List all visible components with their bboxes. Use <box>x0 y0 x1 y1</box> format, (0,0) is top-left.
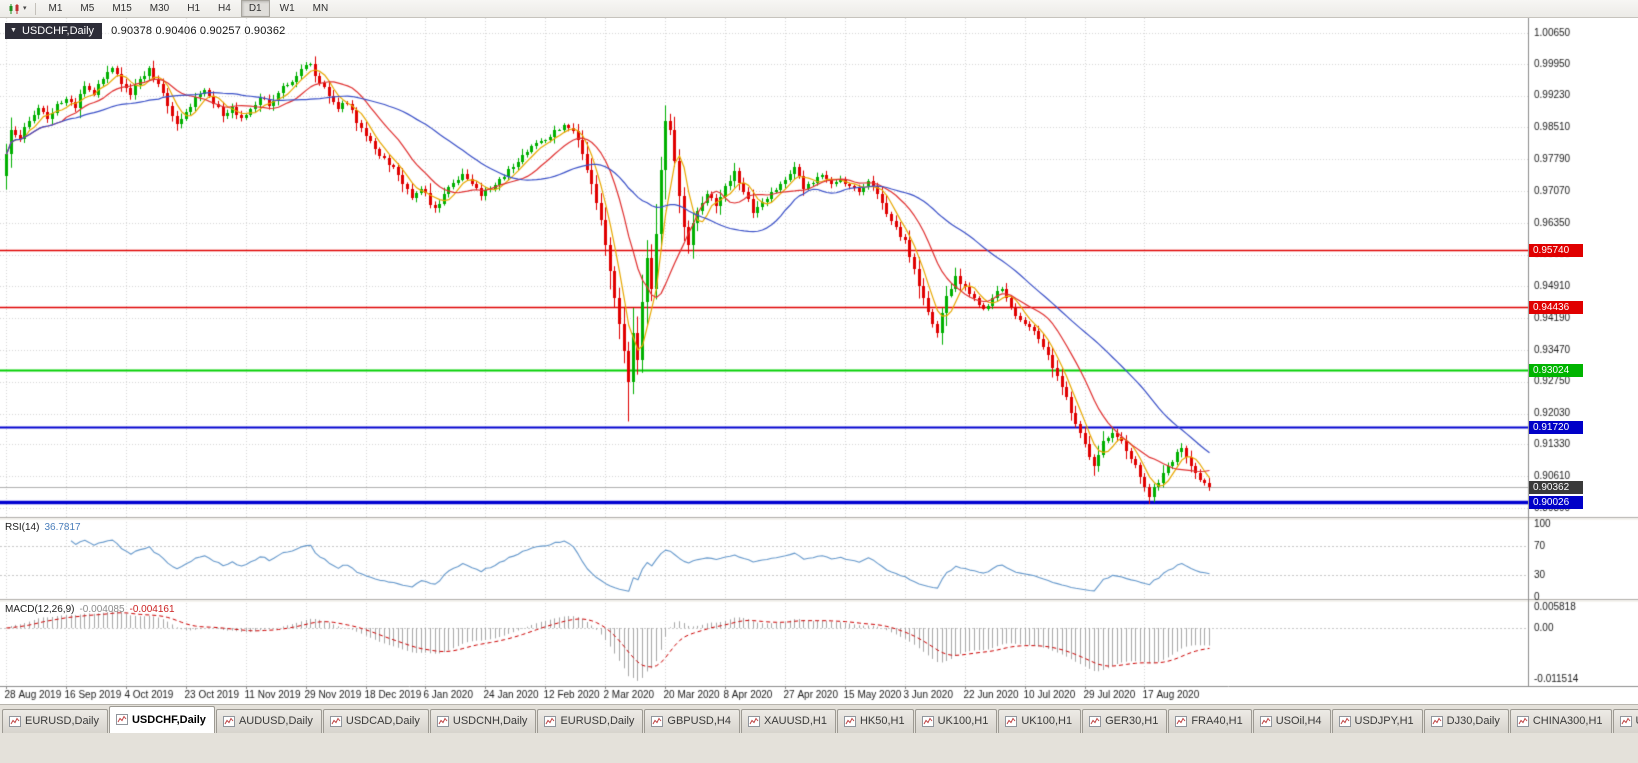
chart-tab-audusd-daily[interactable]: AUDUSD,Daily <box>215 709 322 733</box>
tab-chart-icon <box>436 715 449 727</box>
tab-label: USDCNH,Daily <box>452 715 528 727</box>
tab-chart-icon <box>1619 715 1632 727</box>
tab-chart-icon <box>747 715 760 727</box>
chart-tab-eurusd-daily[interactable]: EURUSD,Daily <box>537 709 644 733</box>
chart-tab-usoil-h4[interactable]: USOil,H4 <box>1252 709 1331 733</box>
tab-chart-icon <box>222 715 235 727</box>
tab-label: USDCAD,Daily <box>345 715 420 727</box>
chart-tab-china300-h1[interactable]: CHINA300,H1 <box>1509 709 1612 733</box>
tab-chart-icon <box>651 715 664 727</box>
rsi-indicator-label: RSI(14) 36.7817 <box>5 522 81 533</box>
chart-tab-usdcad-daily[interactable]: USDCAD,Daily <box>322 709 429 733</box>
chart-tab-xauusd-h1[interactable]: XAUUSD,H1 <box>740 709 836 733</box>
tab-chart-icon <box>329 715 342 727</box>
toolbar-separator <box>34 2 36 15</box>
tab-label: EURUSD,Daily <box>560 715 635 727</box>
tab-chart-icon <box>1089 715 1102 727</box>
tab-label: USDJPY,H1 <box>1354 715 1414 727</box>
caret-down-icon: ▾ <box>23 4 27 12</box>
timeframe-button-m1[interactable]: M1 <box>48 3 63 14</box>
tab-label: AUDUSD,Daily <box>238 715 313 727</box>
rsi-value: 36.7817 <box>44 522 81 533</box>
tab-chart-icon <box>1516 715 1529 727</box>
tab-label: FRA40,H1 <box>1191 715 1243 727</box>
chart-tab-fra40-h1[interactable]: FRA40,H1 <box>1168 709 1252 733</box>
candlestick-chart-icon <box>9 3 19 14</box>
tab-label: UK100,H1 <box>937 715 989 727</box>
tab-label: XAUUSD,H1 <box>763 715 827 727</box>
chart-tab-usoil-h1[interactable]: USOil,H1 <box>1612 709 1638 733</box>
tab-label: HK50,H1 <box>859 715 905 727</box>
tab-label: GBPUSD,H4 <box>667 715 731 727</box>
tab-label: UK100,H1 <box>1021 715 1073 727</box>
timeframe-button-m15[interactable]: M15 <box>112 3 132 14</box>
tab-chart-icon <box>544 715 557 727</box>
chart-tab-uk100-h1[interactable]: UK100,H1 <box>914 709 998 733</box>
chart-tab-usdchf-daily[interactable]: USDCHF,Daily <box>108 706 215 733</box>
macd-indicator-label: MACD(12,26,9) -0.004085 -0.004161 <box>5 604 175 615</box>
symbol-label: USDCHF,Daily <box>21 25 95 37</box>
tab-chart-icon <box>1175 715 1188 727</box>
chart-tab-hk50-h1[interactable]: HK50,H1 <box>836 709 914 733</box>
tab-chart-icon <box>1005 715 1018 727</box>
tab-chart-icon <box>9 715 21 727</box>
chart-tab-dj30-daily[interactable]: DJ30,Daily <box>1423 709 1509 733</box>
timeframe-button-m30[interactable]: M30 <box>149 3 170 14</box>
dropdown-arrow-icon: ▼ <box>10 27 17 34</box>
tab-chart-icon <box>1430 715 1443 727</box>
tab-chart-icon <box>1259 715 1272 727</box>
timeframe-button-d1[interactable]: D1 <box>240 0 270 17</box>
tab-chart-icon <box>115 714 128 725</box>
macd-signal-value: -0.004161 <box>129 604 175 615</box>
timeframe-button-m5[interactable]: M5 <box>80 3 95 14</box>
tab-label: DJ30,Daily <box>1446 715 1500 727</box>
timeframe-button-mn[interactable]: MN <box>312 3 329 14</box>
tab-label: USDCHF,Daily <box>131 713 206 726</box>
chart-tabs: EURUSD,Daily USDCHF,Daily AUDUSD,Daily USDC… <box>0 705 1638 733</box>
chart-tab-ger30-h1[interactable]: GER30,H1 <box>1082 709 1168 733</box>
timeframe-button-h4[interactable]: H4 <box>218 3 231 14</box>
chart-area: ▼ USDCHF,Daily 0.90378 0.90406 0.90257 0… <box>0 18 1638 704</box>
chart-title: ▼ USDCHF,Daily 0.90378 0.90406 0.90257 0… <box>5 23 285 39</box>
chart-tab-usdjpy-h1[interactable]: USDJPY,H1 <box>1331 709 1423 733</box>
tab-chart-icon <box>1338 715 1351 727</box>
symbol-period-box[interactable]: ▼ USDCHF,Daily <box>5 23 103 39</box>
timeframe-button-h1[interactable]: H1 <box>187 3 201 14</box>
rsi-name: RSI(14) <box>5 522 40 533</box>
tab-label: CHINA300,H1 <box>1532 715 1603 727</box>
timeframe-toolbar: ▾ M1 M5 M15 M30 H1 H4 D1 W1 MN <box>0 0 1638 18</box>
chart-tab-uk100-h1[interactable]: UK100,H1 <box>998 709 1082 733</box>
tab-chart-icon <box>843 715 856 727</box>
tab-label: GER30,H1 <box>1105 715 1159 727</box>
timeframe-button-w1[interactable]: W1 <box>279 3 295 14</box>
chart-tab-eurusd-daily[interactable]: EURUSD,Daily <box>2 709 108 733</box>
price-chart-canvas[interactable] <box>0 18 1638 704</box>
tab-label: EURUSD,Daily <box>25 715 99 727</box>
ohlc-values: 0.90378 0.90406 0.90257 0.90362 <box>111 25 286 37</box>
chart-tab-gbpusd-h4[interactable]: GBPUSD,H4 <box>644 709 740 733</box>
macd-main-value: -0.004085 <box>79 604 125 615</box>
chart-type-selector[interactable]: ▾ <box>3 1 31 17</box>
macd-name: MACD(12,26,9) <box>5 604 75 615</box>
tab-chart-icon <box>921 715 934 727</box>
chart-tab-usdcnh-daily[interactable]: USDCNH,Daily <box>429 709 537 733</box>
tab-label: USOil,H1 <box>1636 715 1638 727</box>
timeframe-buttons: M1 M5 M15 M30 H1 H4 D1 W1 MN <box>40 0 338 17</box>
tab-label: USOil,H4 <box>1275 715 1322 727</box>
chart-tabs-bar: EURUSD,Daily USDCHF,Daily AUDUSD,Daily USDC… <box>0 704 1638 763</box>
